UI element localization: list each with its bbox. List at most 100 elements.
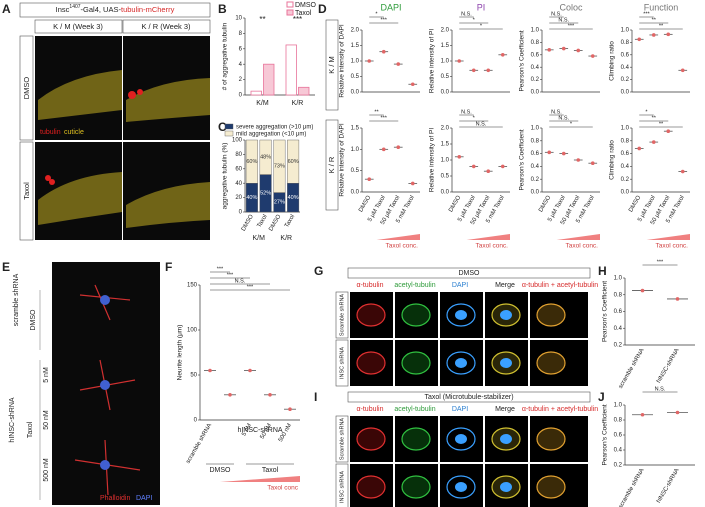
mean-dot (486, 68, 491, 73)
mean-dot (675, 297, 680, 301)
bar-segment (259, 139, 272, 175)
nucleus (100, 380, 110, 390)
legend-label: Phalloidin (100, 495, 130, 502)
y-tick-label: 6 (239, 46, 243, 52)
y-tick-label: 1.5 (441, 142, 450, 148)
row-label: 5 nM (43, 367, 50, 383)
nucleus (500, 434, 512, 444)
mean-dot (471, 68, 476, 73)
bar (250, 90, 262, 96)
nucleus (500, 310, 512, 320)
y-tick-label: 1.0 (441, 59, 450, 65)
y-tick-label: 0.2 (614, 343, 623, 349)
condition-label: Taxol (262, 467, 279, 474)
mean-dot (651, 140, 656, 144)
condition-label: DMSO (210, 467, 232, 474)
y-tick-label: 0.8 (621, 40, 630, 46)
mean-dot (547, 48, 552, 52)
mean-dot (471, 164, 476, 169)
column-label: α-tubulin (356, 282, 383, 289)
y-tick-label: 1.5 (351, 43, 360, 49)
y-tick-label: 40 (235, 181, 242, 187)
column-label: acetyl-tubulin (394, 282, 435, 289)
legend-label: mild aggregation (<10 μm) (236, 132, 306, 138)
bar (285, 44, 297, 96)
cell (536, 351, 566, 375)
cell (356, 475, 386, 499)
y-tick-label: 0.6 (621, 52, 630, 58)
legend-swatch (286, 1, 294, 8)
mean-dot (576, 158, 581, 162)
annotation: N.S. (461, 109, 472, 115)
row-label: Scramble shRNA (339, 418, 345, 461)
cuticle (126, 78, 210, 122)
mean-dot (410, 181, 415, 186)
annotation: N.S. (461, 11, 472, 17)
column-label: acetyl-tubulin (394, 406, 435, 413)
annotation: *** (643, 11, 650, 17)
x-tick-label: DMSO (538, 195, 552, 214)
annotation: *** (247, 284, 254, 290)
y-tick-label: 2.0 (441, 28, 450, 34)
y-tick-label: 0.2 (621, 177, 630, 183)
row-label: 500 nM (43, 458, 50, 482)
y-tick-label: 10 (235, 16, 242, 22)
value-label: 60% (246, 159, 257, 165)
column-label: Merge (495, 282, 515, 289)
x-tick-label: 5 nM (241, 423, 253, 438)
value-label: 27% (274, 200, 285, 206)
annotation: ** (652, 17, 657, 23)
gradient-label: Taxol conc. (475, 243, 508, 250)
chart-title: PI (477, 2, 486, 12)
mean-dot (675, 410, 680, 415)
legend-swatch (224, 123, 234, 130)
y-tick-label: 0 (194, 418, 198, 424)
y-tick-label: 20 (235, 195, 242, 201)
aggregate (45, 175, 51, 181)
chart-title: Function (644, 2, 679, 12)
y-tick-label: 0 (239, 93, 243, 99)
chart-title: DAPI (380, 2, 401, 12)
gradient-label: Taxol conc (267, 485, 298, 492)
annotation: * (375, 11, 378, 17)
row-label: hINSC-shRNA (9, 397, 16, 442)
gradient-wedge (556, 234, 600, 240)
cell (356, 427, 386, 451)
column-box (34, 19, 123, 34)
row-label: Taxol (22, 182, 31, 200)
y-tick-label: 1.0 (614, 403, 623, 409)
x-tick-label: DMSO (628, 195, 642, 214)
annotation: ** (659, 23, 664, 29)
header-box (347, 267, 591, 279)
panel-label: G (314, 264, 323, 278)
cell (536, 427, 566, 451)
cell (401, 351, 431, 375)
nucleus (455, 310, 467, 320)
mean-dot (666, 32, 671, 37)
mean-dot (268, 393, 272, 397)
row-label: INSC shRNA (339, 347, 345, 379)
annotation: *** (217, 266, 224, 272)
mean-dot (680, 68, 685, 73)
cell (356, 351, 386, 375)
cuticle (38, 172, 122, 225)
x-tick-label: scramble shRNA (618, 468, 646, 507)
annotation: N.S. (655, 386, 666, 392)
value-label: 60% (288, 159, 299, 165)
nucleus (455, 434, 467, 444)
gradient-wedge (466, 234, 510, 240)
y-axis-label: # of aggregative tubulin (222, 22, 229, 90)
x-tick-label: Taxol (284, 214, 296, 229)
y-axis-label: Climbing ratio (609, 41, 616, 81)
header-box (19, 2, 211, 18)
y-tick-label: 0.8 (614, 418, 623, 424)
gradient-label: Taxol conc. (565, 243, 598, 250)
y-tick-label: 1.5 (441, 43, 450, 49)
mean-dot (381, 49, 386, 54)
gradient-wedge (220, 476, 300, 482)
mean-dot (228, 393, 232, 397)
y-tick-label: 1.0 (531, 126, 540, 132)
value-label: 73% (274, 164, 285, 170)
y-axis-label: Relative intensity of DAPI (339, 123, 346, 197)
